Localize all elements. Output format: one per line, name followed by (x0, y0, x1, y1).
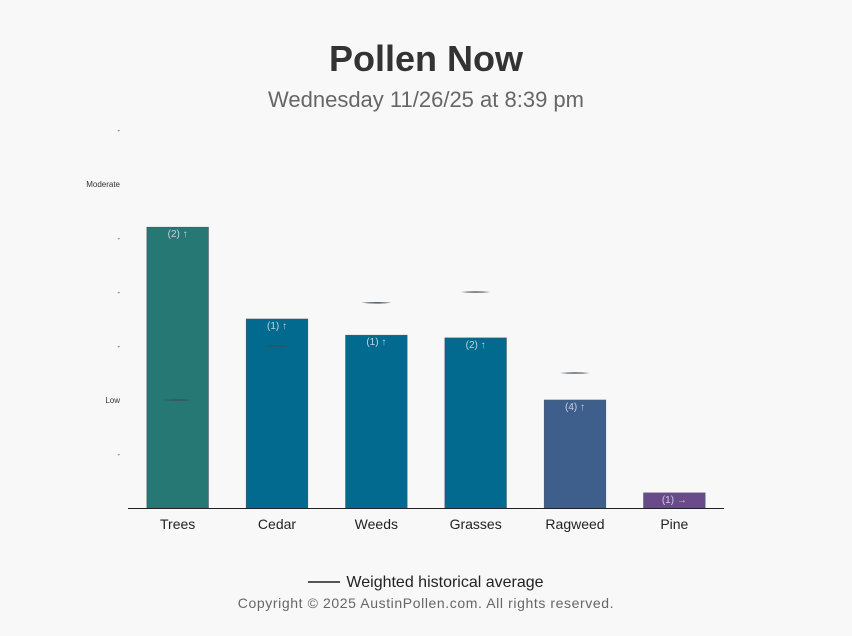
x-axis-labels: Trees Cedar Weeds Grasses Ragweed Pine (160, 516, 689, 532)
historical-average-ragweed (560, 372, 590, 374)
y-tick-label: Low (105, 396, 120, 405)
bar-label-grasses: (2) ↑ (466, 340, 486, 351)
historical-average-cedar (262, 345, 292, 347)
y-tick-label: - (117, 288, 120, 297)
bar-label-weeds: (1) ↑ (366, 337, 386, 348)
legend-label: Weighted historical average (346, 574, 544, 591)
y-tick-label: - (117, 450, 120, 459)
chart-title: Pollen Now (328, 38, 523, 79)
copyright-notice: Copyright © 2025 AustinPollen.com. All r… (237, 595, 615, 611)
historical-average-grasses (460, 291, 491, 293)
y-axis: - Low - - - Moderate - (86, 126, 120, 459)
bar-grasses[interactable] (444, 337, 507, 509)
y-tick-label: - (117, 126, 120, 135)
historical-average-trees (162, 399, 193, 401)
legend-line-icon (308, 580, 341, 583)
x-tick-label: Grasses (450, 516, 502, 532)
bars-group (146, 226, 706, 509)
bar-label-ragweed: (4) ↑ (565, 402, 585, 413)
bar-trees[interactable] (146, 226, 209, 509)
historical-average-markers (162, 291, 590, 401)
x-tick-label: Trees (160, 516, 195, 532)
x-tick-label: Cedar (258, 516, 296, 532)
y-tick-label: Moderate (86, 180, 120, 189)
bar-ragweed[interactable] (543, 399, 607, 509)
x-tick-label: Weeds (355, 516, 398, 532)
bar-label-pine: (1) → (662, 495, 687, 506)
bar-label-cedar: (1) ↑ (267, 321, 287, 332)
bar-cedar[interactable] (245, 318, 309, 509)
bar-labels-group: (2) ↑ (1) ↑ (1) ↑ (2) ↑ (4) ↑ (1) → (168, 229, 687, 506)
y-tick-label: - (117, 342, 120, 351)
x-tick-label: Ragweed (545, 516, 604, 532)
legend: Weighted historical average (0, 574, 852, 592)
x-tick-label: Pine (660, 516, 688, 532)
bar-label-trees: (2) ↑ (168, 229, 188, 240)
y-tick-label: - (117, 234, 120, 243)
bar-weeds[interactable] (345, 334, 408, 509)
historical-average-weeds (361, 302, 392, 304)
chart-subtitle: Wednesday 11/26/25 at 8:39 pm (268, 87, 584, 112)
